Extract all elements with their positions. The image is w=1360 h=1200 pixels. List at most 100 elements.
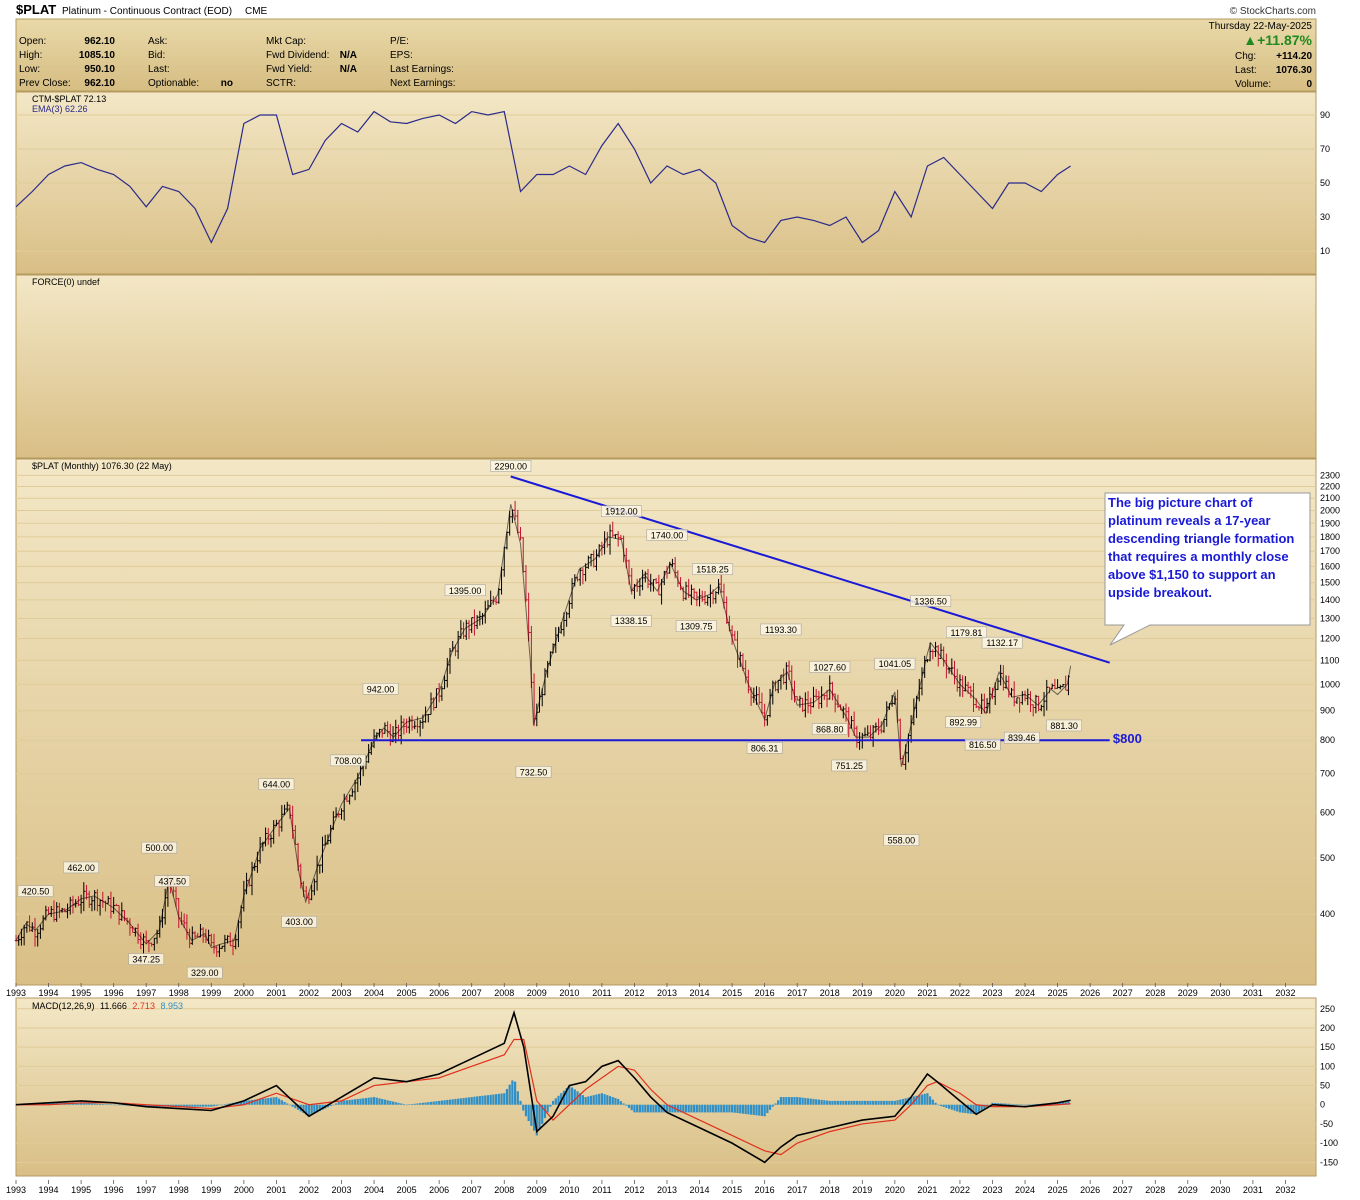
macd-hist-bar xyxy=(443,1100,446,1105)
macd-hist-bar xyxy=(288,1104,292,1106)
price-bar xyxy=(413,721,417,730)
year-tick-label: 2013 xyxy=(657,988,677,998)
header-brand[interactable]: © StockCharts.com xyxy=(1230,6,1316,17)
price-tick-label: 1100 xyxy=(1320,655,1339,665)
macd-hist-bar xyxy=(958,1104,962,1113)
macd-hist-bar xyxy=(587,1096,590,1105)
macd-hist-bar xyxy=(435,1101,438,1105)
price-tick-label: 600 xyxy=(1320,807,1335,817)
price-bar xyxy=(93,890,96,911)
price-bar xyxy=(654,577,658,584)
price-bar xyxy=(372,729,376,749)
macd-hist-bar xyxy=(731,1104,734,1113)
price-bar xyxy=(340,808,343,820)
year-tick-label: 2018 xyxy=(820,1185,840,1195)
price-point-label: 420.50 xyxy=(17,885,54,897)
macd-hist-bar xyxy=(481,1095,484,1105)
price-bar xyxy=(608,524,612,555)
macd-hist-bar xyxy=(459,1098,462,1105)
macd-hist-bar xyxy=(698,1104,701,1113)
header-field-label: Next Earnings: xyxy=(390,78,456,89)
macd-hist-bar xyxy=(945,1104,948,1108)
macd-label-value: 11.666 xyxy=(100,1001,127,1011)
macd-hist-bar xyxy=(484,1095,487,1105)
svg-text:816.50: 816.50 xyxy=(969,740,997,750)
macd-hist-bar xyxy=(196,1104,199,1107)
price-bar xyxy=(635,578,639,592)
macd-hist-bar xyxy=(402,1104,405,1105)
macd-hist-bar xyxy=(267,1098,270,1105)
macd-hist-bar xyxy=(956,1104,959,1112)
svg-text:806.31: 806.31 xyxy=(751,743,779,753)
header: $PLAT Platinum - Continuous Contract (EO… xyxy=(15,2,1317,92)
macd-hist-bar xyxy=(98,1103,102,1105)
year-tick-label: 2027 xyxy=(1113,1185,1133,1195)
price-bar xyxy=(63,908,67,913)
macd-hist-bar xyxy=(101,1104,104,1105)
price-point-label: 806.31 xyxy=(746,742,783,754)
macd-hist-bar xyxy=(966,1104,970,1114)
macd-hist-bar xyxy=(693,1104,696,1113)
price-bar xyxy=(719,574,723,593)
macd-hist-bar xyxy=(975,1104,978,1115)
macd-hist-bar xyxy=(565,1088,568,1105)
macd-hist-bar xyxy=(568,1085,571,1105)
svg-text:1518.25: 1518.25 xyxy=(696,565,729,575)
price-bar xyxy=(931,649,935,660)
macd-hist-bar xyxy=(202,1104,205,1107)
price-bar xyxy=(432,697,436,711)
macd-hist-bar xyxy=(665,1104,669,1113)
macd-hist-bar xyxy=(375,1097,378,1105)
macd-hist-bar xyxy=(557,1095,560,1105)
year-axis-price: 1993 1994 1995 1996 1997 1998 1999 2000 2001 2002… xyxy=(6,983,1295,998)
macd-hist-bar xyxy=(397,1102,400,1105)
macd-hist-bar xyxy=(755,1104,758,1116)
macd-hist-bar xyxy=(297,1104,300,1110)
macd-hist-bar xyxy=(763,1104,766,1117)
ctm-line xyxy=(15,110,1071,244)
macd-hist-bar xyxy=(180,1104,183,1107)
price-bar xyxy=(1040,704,1043,712)
price-point-label: 1027.60 xyxy=(809,661,851,673)
year-tick-label: 2020 xyxy=(885,988,905,998)
svg-text:839.46: 839.46 xyxy=(1008,733,1036,743)
price-bar xyxy=(983,693,986,714)
macd-hist-bar xyxy=(766,1104,769,1114)
price-bar xyxy=(234,934,238,950)
macd-hist-bar xyxy=(929,1096,932,1105)
macd-hist-bar xyxy=(1032,1104,1035,1105)
macd-hist-bar xyxy=(633,1104,636,1113)
header-field-label: Prev Close: xyxy=(19,78,71,89)
macd-hist-bar xyxy=(679,1104,682,1113)
price-bar xyxy=(14,934,18,942)
macd-hist-bar xyxy=(272,1097,275,1105)
year-tick-label: 2021 xyxy=(917,1185,937,1195)
macd-hist-bar xyxy=(712,1104,715,1113)
macd-hist-bar xyxy=(641,1104,644,1113)
macd-hist-bar xyxy=(524,1104,528,1117)
macd-hist-bar xyxy=(703,1104,707,1113)
macd-hist-bar xyxy=(473,1096,476,1105)
price-bar xyxy=(565,611,568,627)
macd-hist-bar xyxy=(649,1104,652,1113)
price-point-label: 1740.00 xyxy=(646,529,688,541)
macd-hist-bar xyxy=(294,1104,297,1109)
macd-hist-bar xyxy=(321,1104,324,1110)
svg-text:329.00: 329.00 xyxy=(191,968,219,978)
macd-hist-bar xyxy=(107,1104,110,1105)
svg-text:403.00: 403.00 xyxy=(285,917,313,927)
year-tick-label: 1999 xyxy=(201,1185,221,1195)
macd-hist-bar xyxy=(828,1100,831,1105)
price-bar xyxy=(885,701,889,727)
header-field-value: no xyxy=(221,78,233,89)
macd-hist-bar xyxy=(815,1099,818,1105)
macd-hist-bar xyxy=(562,1090,566,1105)
macd-hist-bar xyxy=(668,1104,671,1113)
macd-hist-bar xyxy=(462,1098,465,1105)
svg-text:2290.00: 2290.00 xyxy=(494,461,527,471)
price-bar xyxy=(597,544,601,558)
svg-text:347.25: 347.25 xyxy=(132,955,160,965)
header-field-value: +114.20 xyxy=(1276,51,1312,62)
price-panel: $800 2290.00 1912.00 1740.00 1518.25 1395.00… xyxy=(14,458,1340,986)
header-field-label: Volume: xyxy=(1235,79,1271,90)
